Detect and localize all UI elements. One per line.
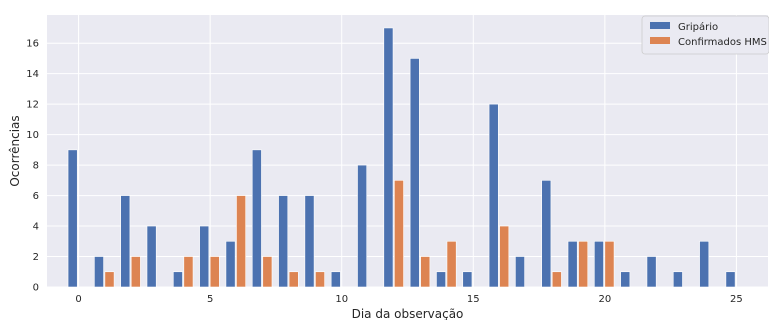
y-tick-label: 4 xyxy=(33,222,39,233)
bar-gripario xyxy=(409,58,420,288)
bar-confirmados-hms xyxy=(499,225,510,288)
x-axis-label: Dia da observação xyxy=(352,307,464,320)
bar-gripario xyxy=(357,164,368,288)
bar-confirmados-hms xyxy=(288,271,299,288)
bar-gripario xyxy=(278,195,289,288)
bar-gripario xyxy=(383,27,394,288)
x-tick-label: 25 xyxy=(730,294,743,305)
bars xyxy=(67,27,736,288)
bar-gripario xyxy=(67,149,78,288)
bar-confirmados-hms xyxy=(551,271,562,288)
bar-confirmados-hms xyxy=(446,240,457,288)
bar-gripario xyxy=(515,256,525,288)
bar-gripario xyxy=(120,195,131,288)
x-tick-label: 0 xyxy=(75,294,81,305)
bar-gripario xyxy=(699,240,710,288)
bar-gripario xyxy=(725,271,736,288)
plot-area xyxy=(47,15,768,287)
bar-gripario xyxy=(594,240,604,288)
bar-gripario xyxy=(646,256,657,288)
x-tick-label: 5 xyxy=(207,294,213,305)
y-tick-label: 8 xyxy=(33,161,39,172)
legend-label-confirmados-hms: Confirmados HMS xyxy=(678,37,767,48)
bar-confirmados-hms xyxy=(262,256,273,288)
bar-gripario xyxy=(199,225,210,288)
bar-confirmados-hms xyxy=(209,256,220,288)
x-tick-label: 10 xyxy=(335,294,348,305)
grid xyxy=(47,15,768,288)
y-axis-label: Ocorrências xyxy=(8,115,22,186)
bar-gripario xyxy=(330,271,341,288)
bar-confirmados-hms xyxy=(420,256,431,288)
y-tick-label: 6 xyxy=(33,191,39,202)
bar-gripario xyxy=(672,271,683,288)
bar-gripario xyxy=(620,271,631,288)
y-tick-label: 2 xyxy=(33,252,39,263)
y-tick-label: 14 xyxy=(26,69,39,80)
y-tick-label: 16 xyxy=(26,39,39,50)
bar-confirmados-hms xyxy=(183,256,194,288)
bar-gripario xyxy=(488,103,499,288)
y-tick-label: 0 xyxy=(33,283,39,294)
bar-confirmados-hms xyxy=(236,195,246,288)
bar-confirmados-hms xyxy=(394,180,404,288)
bar-confirmados-hms xyxy=(578,240,589,288)
bar-confirmados-hms xyxy=(104,271,115,288)
y-tick-label: 10 xyxy=(26,130,39,141)
y-tick-label: 12 xyxy=(26,100,39,111)
bar-gripario xyxy=(225,240,236,288)
bar-gripario xyxy=(251,149,262,288)
bar-gripario xyxy=(541,180,552,288)
legend-box xyxy=(641,15,769,55)
bar-gripario xyxy=(173,271,183,288)
bar-gripario xyxy=(462,271,473,288)
bar-gripario xyxy=(304,195,315,288)
legend-swatch-gripario xyxy=(650,22,670,29)
bar-confirmados-hms xyxy=(130,256,141,288)
bar-confirmados-hms xyxy=(604,240,615,288)
legend: Gripário Confirmados HMS xyxy=(641,15,769,55)
x-tick-label: 15 xyxy=(467,294,480,305)
bar-gripario xyxy=(146,225,157,288)
legend-label-gripario: Gripário xyxy=(678,21,718,33)
legend-swatch-confirmados-hms xyxy=(650,37,670,44)
tick-labels: 0 5 10 15 20 25 0 2 4 6 8 10 12 14 16 xyxy=(26,39,743,305)
bar-gripario xyxy=(436,271,446,288)
bar-confirmados-hms xyxy=(315,271,325,288)
x-tick-label: 20 xyxy=(598,294,611,305)
bar-gripario xyxy=(567,240,578,288)
bar-gripario xyxy=(94,256,104,288)
